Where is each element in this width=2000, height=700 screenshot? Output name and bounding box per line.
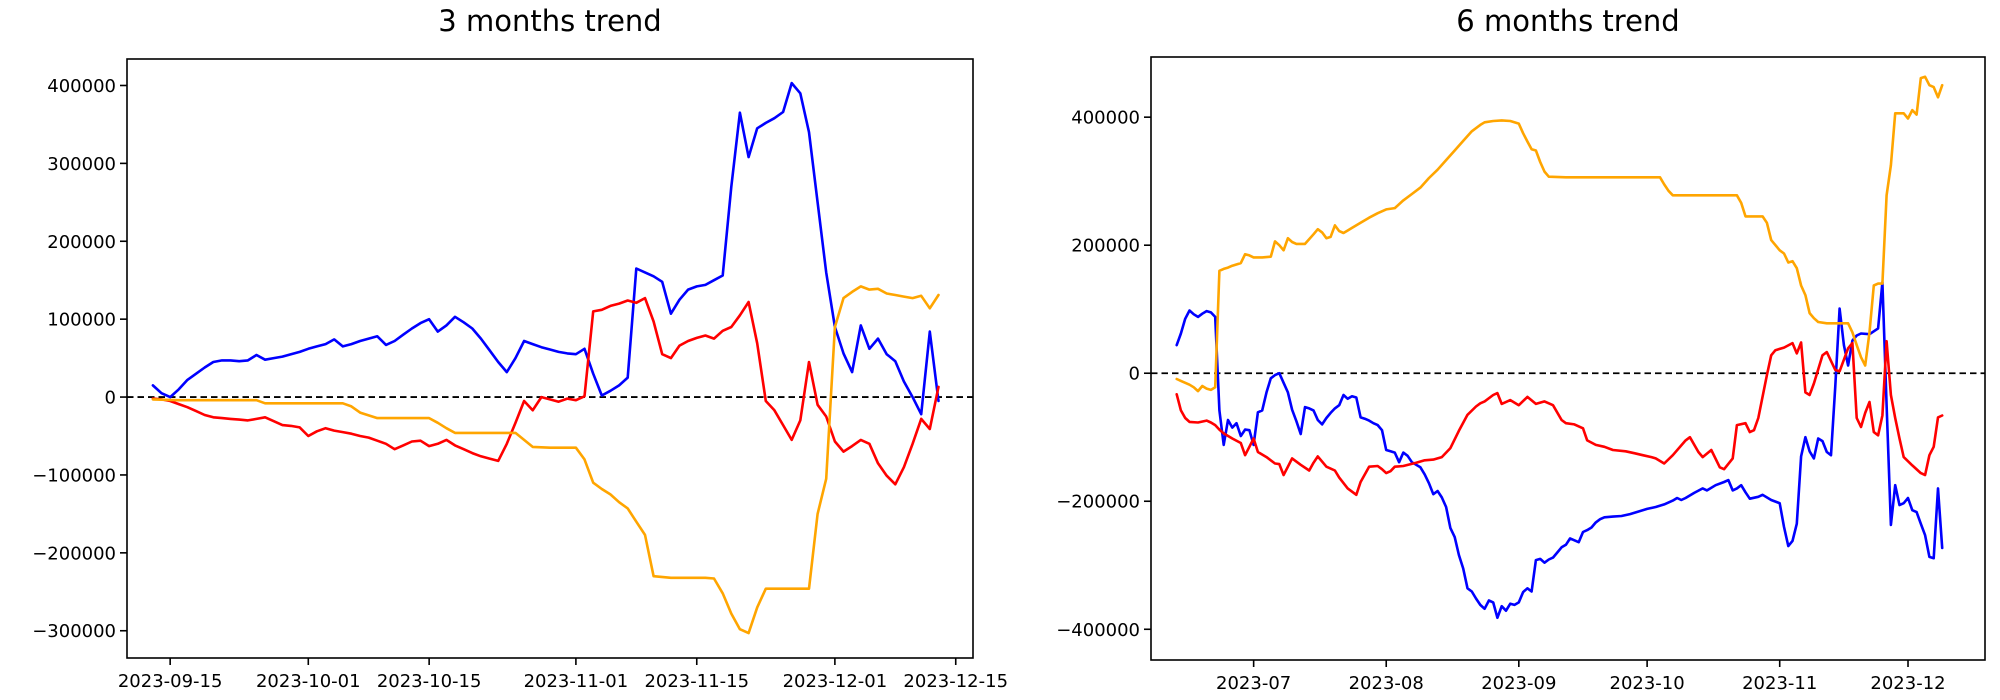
- right-chart-x-tick-label: 2023-08: [1349, 673, 1424, 694]
- left-chart-y-tick-label: −100000: [32, 465, 116, 486]
- left-chart-y-tick-label: 300000: [47, 154, 116, 175]
- left-chart-y-tick-label: 400000: [47, 76, 116, 97]
- right-chart-x-tick-label: 2023-07: [1216, 673, 1291, 694]
- right-chart-y-tick-label: −400000: [1056, 620, 1140, 641]
- left-chart-x-tick-label: 2023-11-15: [644, 671, 749, 692]
- left-chart-orange-line: [151, 285, 940, 635]
- left-chart-y-tick-label: 200000: [47, 232, 116, 253]
- right-chart-red-line: [1175, 339, 1944, 497]
- right-chart-x-tick-label: 2023-12: [1870, 673, 1945, 694]
- right-chart-y-tick-label: 200000: [1071, 236, 1140, 257]
- left-chart-x-tick-label: 2023-09-15: [118, 671, 223, 692]
- left-chart-title: 3 months trend: [438, 4, 662, 38]
- right-chart-y-tick-label: 400000: [1071, 108, 1140, 129]
- left-chart-x-tick-label: 2023-12-15: [903, 671, 1008, 692]
- right-chart-x-tick-label: 2023-10: [1610, 673, 1685, 694]
- right-chart-x-tick-label: 2023-11: [1742, 673, 1817, 694]
- right-chart-y-tick-label: 0: [1129, 364, 1140, 385]
- left-chart-y-tick-label: −300000: [32, 621, 116, 642]
- left-chart-blue-line: [151, 81, 940, 416]
- right-chart-title: 6 months trend: [1456, 4, 1680, 38]
- right-chart-y-tick-label: −200000: [1056, 492, 1140, 513]
- left-chart-plot-area: [126, 58, 974, 659]
- left-chart-x-tick-label: 2023-10-01: [256, 671, 361, 692]
- left-chart-y-tick-label: 100000: [47, 310, 116, 331]
- right-chart-blue-line: [1175, 280, 1944, 620]
- left-chart-y-tick-label: 0: [105, 388, 116, 409]
- left-chart-x-tick-label: 2023-12-01: [783, 671, 888, 692]
- left-chart-red-line: [151, 296, 940, 486]
- right-chart-orange-line: [1175, 75, 1944, 393]
- left-chart-x-tick-label: 2023-10-15: [377, 671, 482, 692]
- left-chart-x-tick-label: 2023-11-01: [524, 671, 629, 692]
- right-chart-x-tick-label: 2023-09: [1481, 673, 1556, 694]
- left-chart-y-tick-label: −200000: [32, 543, 116, 564]
- right-chart-plot-area: [1150, 56, 1986, 661]
